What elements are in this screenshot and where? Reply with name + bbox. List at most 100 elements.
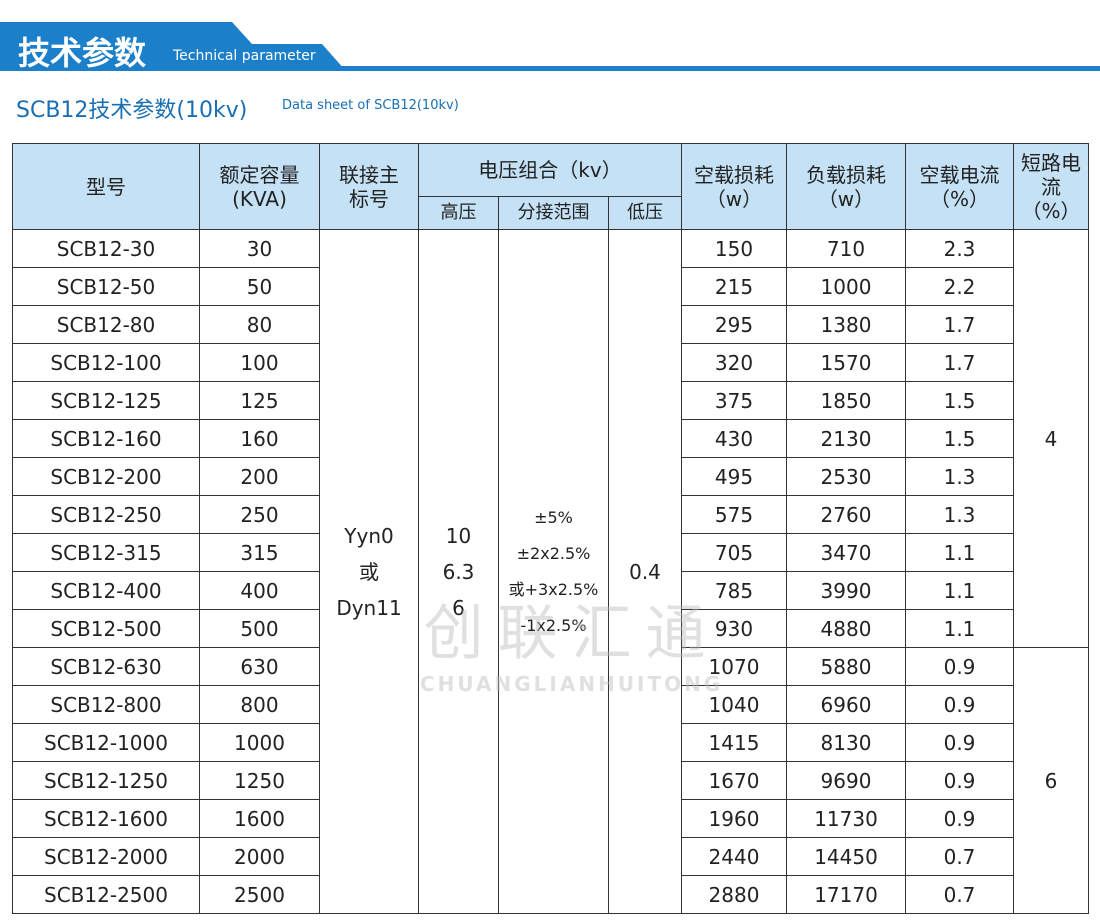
header-cell: 负载损耗 （w） [786, 143, 906, 230]
data-cell: 1.3 [905, 457, 1014, 496]
cell-line: 6.3 [442, 559, 475, 584]
data-row: SCB12-2000 2000 2440 14450 0.7 [12, 837, 1089, 876]
cell-line: 分接范围 [517, 202, 590, 224]
section-title: SCB12技术参数(10kv) [16, 98, 248, 123]
data-cell: 215 [681, 267, 787, 306]
cell-line: -1x2.5% [520, 615, 587, 635]
data-cell: 495 [681, 457, 787, 496]
cell-line: ±5% [534, 507, 573, 527]
data-row: SCB12-500 500 930 4880 1.1 [12, 609, 1089, 648]
data-cell: 2500 [199, 875, 320, 914]
data-cell: 1040 [681, 685, 787, 724]
data-cell: 11730 [786, 799, 906, 838]
merged-cell: Yyn0 或 Dyn11 [319, 229, 419, 914]
data-cell: 125 [199, 381, 320, 420]
data-cell: SCB12-1250 [12, 761, 200, 800]
data-cell: 785 [681, 571, 787, 610]
data-row: SCB12-125 125 375 1850 1.5 [12, 381, 1089, 420]
cell-line: 联接主 [339, 162, 399, 187]
data-cell: 1570 [786, 343, 906, 382]
header-subtitle: Technical parameter [173, 48, 316, 64]
table-head: 型号 额定容量 (KVA) 联接主 标号 电压组合（kv） 空载损耗 （w） 负载损耗 （w） 空载… [12, 143, 1089, 230]
cell-line: (KVA) [232, 186, 287, 211]
cell-line: 低压 [627, 202, 663, 224]
data-row: SCB12-2500 2500 2880 17170 0.7 [12, 875, 1089, 914]
data-cell: 100 [199, 343, 320, 382]
data-cell: 1850 [786, 381, 906, 420]
header-cell: 高压 [418, 196, 499, 230]
data-cell: 2130 [786, 419, 906, 458]
data-cell: 800 [199, 685, 320, 724]
data-cell: 295 [681, 305, 787, 344]
header-cell: 空载损耗 （w） [681, 143, 787, 230]
cell-line: ±2x2.5% [516, 543, 591, 563]
header-cell: 短路电流 （%） [1013, 143, 1089, 230]
data-cell: SCB12-1000 [12, 723, 200, 762]
data-cell: 17170 [786, 875, 906, 914]
data-cell: SCB12-2500 [12, 875, 200, 914]
table-body: SCB12-30 30 Yyn0 或 Dyn11 10 6.3 6 ±5% ±2x2.5% 或+3x… [12, 229, 1089, 914]
data-cell: 30 [199, 229, 320, 268]
header-title: 技术参数 [18, 34, 147, 72]
cell-line: 空载损耗 [694, 162, 774, 187]
data-cell: 2440 [681, 837, 787, 876]
data-cell: 400 [199, 571, 320, 610]
cell-line: 电压组合（kv） [478, 158, 622, 182]
cell-line: 空载电流 [919, 162, 1000, 187]
data-row: SCB12-1250 1250 1670 9690 0.9 [12, 761, 1089, 800]
data-cell: 2530 [786, 457, 906, 496]
header-cell: 空载电流 （%） [905, 143, 1014, 230]
data-cell: 8130 [786, 723, 906, 762]
cell-line: 0.4 [629, 559, 661, 584]
data-cell: 0.9 [905, 647, 1014, 686]
cell-line: 10 [445, 523, 472, 548]
merged-cell: 0.4 [608, 229, 682, 914]
data-cell: SCB12-250 [12, 495, 200, 534]
data-cell: SCB12-2000 [12, 837, 200, 876]
data-row: SCB12-30 30 Yyn0 或 Dyn11 10 6.3 6 ±5% ±2x2.5% 或+3x… [12, 229, 1089, 914]
cell-line: （%） [929, 186, 989, 211]
merged-cell: ±5% ±2x2.5% 或+3x2.5% -1x2.5% [498, 229, 609, 914]
data-cell: 0.9 [905, 685, 1014, 724]
header-cell: 分接范围 [498, 196, 609, 230]
data-cell: 1415 [681, 723, 787, 762]
data-row: SCB12-315 315 705 3470 1.1 [12, 533, 1089, 572]
data-cell: 5880 [786, 647, 906, 686]
data-cell: 2.3 [905, 229, 1014, 268]
data-cell: 150 [681, 229, 787, 268]
merged-cell: 10 6.3 6 [418, 229, 499, 914]
data-cell: SCB12-500 [12, 609, 200, 648]
data-cell: SCB12-80 [12, 305, 200, 344]
data-cell: SCB12-160 [12, 419, 200, 458]
data-cell: 705 [681, 533, 787, 572]
cell-line: 高压 [440, 202, 477, 224]
header-cell: 额定容量 (KVA) [199, 143, 320, 230]
cell-line: 负载损耗 [806, 162, 886, 187]
data-cell: SCB12-400 [12, 571, 200, 610]
data-cell: 1.3 [905, 495, 1014, 534]
data-cell: SCB12-1600 [12, 799, 200, 838]
data-cell: 2760 [786, 495, 906, 534]
data-cell: 1.7 [905, 305, 1014, 344]
data-row: SCB12-1000 1000 1415 8130 0.9 [12, 723, 1089, 762]
data-cell: 1000 [199, 723, 320, 762]
data-cell: SCB12-800 [12, 685, 200, 724]
data-cell: 1070 [681, 647, 787, 686]
data-cell: 1250 [199, 761, 320, 800]
data-cell: 320 [681, 343, 787, 382]
short-circuit-cell: 6 [1013, 647, 1089, 914]
cell-line: 或 [359, 559, 379, 584]
section-subtitle: Data sheet of SCB12(10kv) [282, 98, 459, 113]
data-row: SCB12-250 250 575 2760 1.3 [12, 495, 1089, 534]
data-cell: 80 [199, 305, 320, 344]
data-cell: 315 [199, 533, 320, 572]
data-cell: 2000 [199, 837, 320, 876]
cell-line: 或+3x2.5% [508, 579, 599, 599]
spec-table: 型号 额定容量 (KVA) 联接主 标号 电压组合（kv） 空载损耗 （w） 负载损耗 （w） 空载… [12, 143, 1089, 914]
data-cell: 1380 [786, 305, 906, 344]
data-cell: 710 [786, 229, 906, 268]
data-cell: 430 [681, 419, 787, 458]
banner-line [0, 66, 1100, 71]
data-cell: SCB12-30 [12, 229, 200, 268]
cell-line: Dyn11 [336, 595, 402, 620]
